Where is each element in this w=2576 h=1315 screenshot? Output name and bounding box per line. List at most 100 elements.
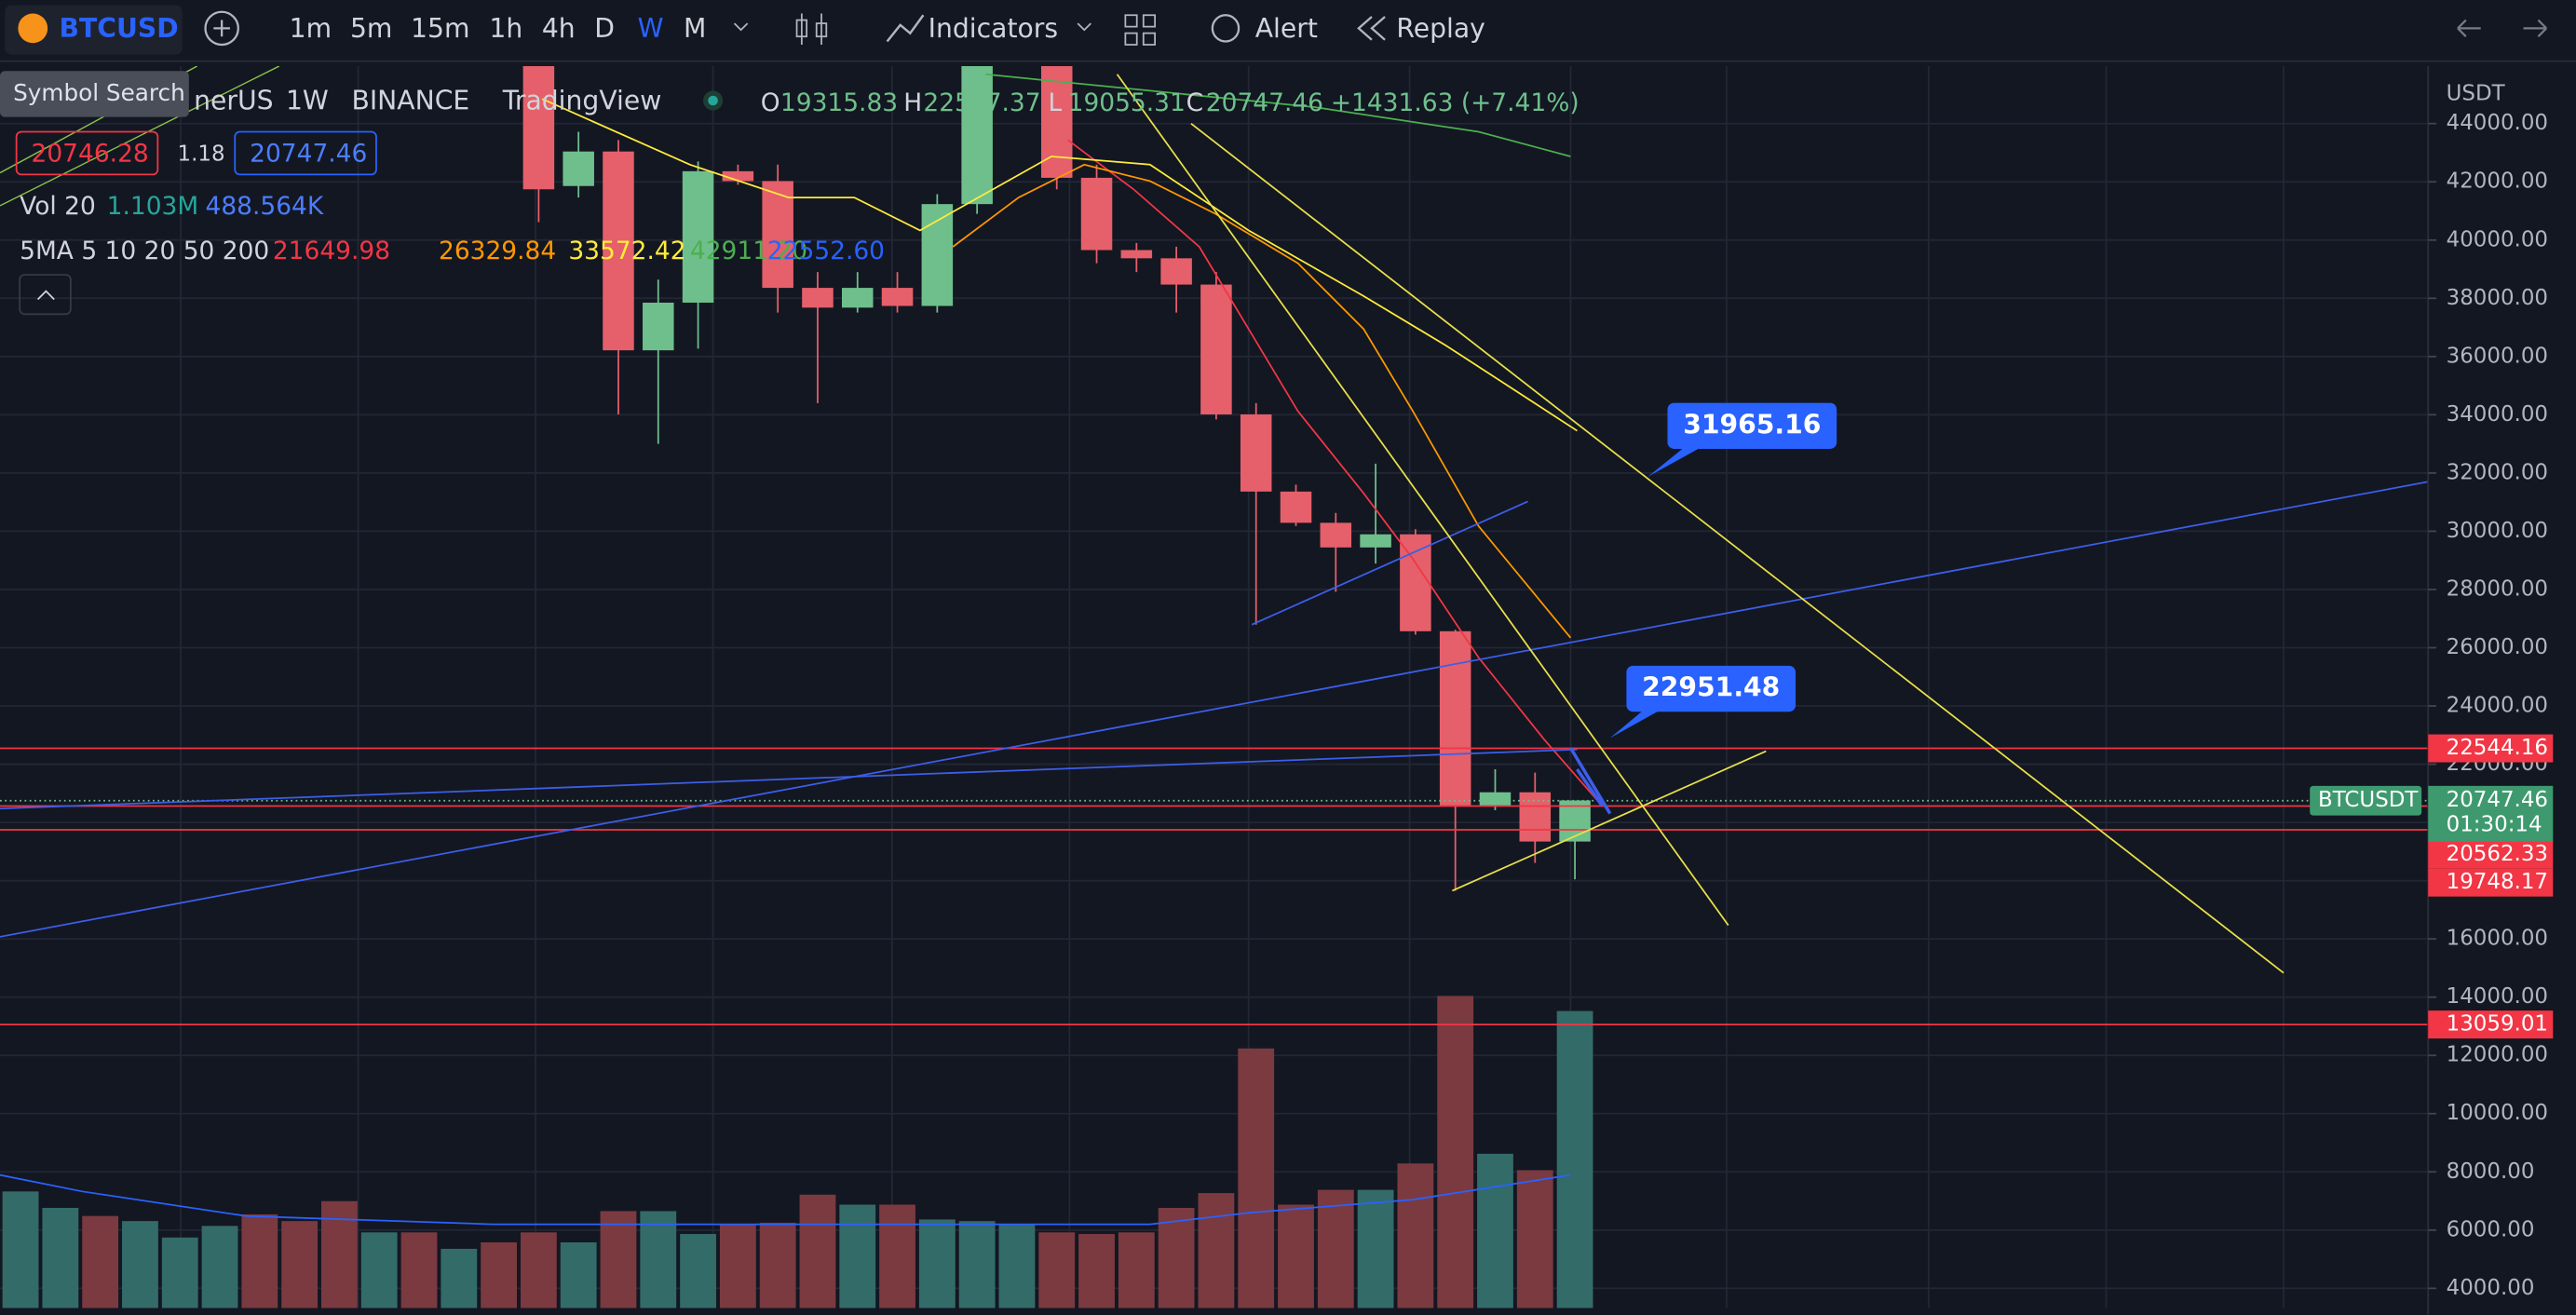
- interval[interactable]: 4h: [542, 13, 576, 44]
- legend-exchange: BINANCE: [352, 86, 470, 116]
- volume-bar: [839, 1204, 876, 1308]
- volume-bar: [1118, 1232, 1155, 1308]
- ma-value: 21649.98: [273, 237, 390, 265]
- volume-ma: 488.564K: [206, 192, 324, 221]
- indicators-button[interactable]: Indicators: [929, 13, 1058, 44]
- volume-bar: [1437, 996, 1474, 1308]
- candle-body: [1559, 800, 1591, 842]
- candle-body: [643, 302, 674, 351]
- volume-bar: [161, 1237, 198, 1308]
- volume-bar: [481, 1241, 517, 1308]
- volume-bar: [759, 1222, 796, 1308]
- add-button[interactable]: [204, 10, 239, 47]
- volume-bar: [42, 1207, 79, 1308]
- volume-bar: [122, 1221, 158, 1308]
- candle-body: [1280, 491, 1312, 523]
- toolbar-bg: [0, 0, 2576, 60]
- ma5-line: [1067, 139, 1603, 807]
- volume-bar: [1198, 1193, 1235, 1308]
- ma-value: 26329.84: [439, 237, 556, 265]
- callout-label: 31965.16: [1683, 409, 1821, 440]
- y-tick-label: 6000.00: [2447, 1217, 2535, 1241]
- plot: [0, 65, 2429, 1308]
- y-tick-label: 44000.00: [2447, 111, 2548, 135]
- indicators-icon: [886, 14, 925, 43]
- volume-value: 1.103M: [107, 192, 199, 221]
- interval-menu[interactable]: [733, 22, 749, 32]
- volume-bar: [1477, 1153, 1513, 1308]
- symbol-tag: [2310, 785, 2422, 816]
- symbol[interactable]: BTCUSD: [60, 13, 179, 44]
- collapse-button[interactable]: [19, 274, 72, 316]
- y-tick-label: 4000.00: [2447, 1276, 2535, 1300]
- chart-type-icon[interactable]: [800, 13, 822, 46]
- y-tick-label: 12000.00: [2447, 1043, 2548, 1067]
- price-tag: [2428, 734, 2554, 763]
- toolbar: BTCUSD 1m 5m 15m 1h 4h D W M Indicators Alert R…: [0, 0, 2576, 62]
- candle-body: [1160, 258, 1192, 285]
- volume-bar: [918, 1219, 956, 1308]
- candle-body: [722, 170, 754, 182]
- undo-redo[interactable]: [2457, 19, 2548, 38]
- interval[interactable]: 15m: [411, 13, 469, 44]
- bid[interactable]: 20746.28: [32, 140, 149, 169]
- volume-bar: [998, 1224, 1036, 1308]
- last-price-tag: [2428, 785, 2554, 842]
- interval[interactable]: D: [594, 13, 615, 44]
- ask[interactable]: 20747.46: [250, 140, 367, 169]
- legend-source: TradingView: [502, 86, 662, 116]
- volume-name: Vol 20: [20, 192, 96, 221]
- alert-button[interactable]: Alert: [1255, 13, 1318, 44]
- chart-type-icon-part: [795, 19, 808, 38]
- ohlc-key: C: [1186, 88, 1203, 117]
- candle-body: [563, 151, 594, 186]
- currency: USDT: [2447, 81, 2506, 105]
- candle-body: [881, 288, 914, 306]
- symbol-button[interactable]: [5, 5, 183, 55]
- trendline: [1251, 500, 1528, 626]
- callout-box[interactable]: [1626, 665, 1796, 712]
- chart-type-icon-part: [815, 22, 828, 38]
- interval[interactable]: 5m: [350, 13, 392, 44]
- ask-box[interactable]: [234, 130, 377, 176]
- interval[interactable]: 1m: [290, 13, 332, 44]
- tooltip-bg: [0, 71, 189, 117]
- legend-symbol: nerUS: [194, 86, 273, 116]
- interval[interactable]: M: [684, 13, 706, 44]
- ohlc-key: L: [1048, 88, 1062, 117]
- ma20-line: [541, 98, 1578, 432]
- tooltip: Symbol Search: [13, 79, 185, 106]
- volume-bar: [1317, 1189, 1354, 1308]
- y-tick-label: 14000.00: [2447, 984, 2548, 1009]
- candle-body: [1120, 250, 1153, 259]
- replay-icon: [1357, 16, 1386, 41]
- volume-bar: [441, 1248, 478, 1308]
- trendline: [0, 481, 2429, 938]
- volume-bar: [799, 1194, 836, 1308]
- vertical-grid: [180, 65, 2285, 1308]
- drawings: [0, 65, 2429, 1226]
- interval[interactable]: W: [638, 13, 664, 44]
- bid-box[interactable]: [15, 130, 159, 176]
- candle-body: [1240, 413, 1272, 492]
- volume-bar: [241, 1213, 278, 1308]
- templates-icon[interactable]: [1124, 14, 1156, 46]
- callout-box[interactable]: [1667, 402, 1837, 449]
- change: +1431.63 (+7.41%): [1331, 88, 1579, 117]
- volume-bar: [560, 1241, 597, 1308]
- volume-bar: [1516, 1170, 1553, 1308]
- price-tag: [2428, 840, 2554, 869]
- y-tick-label: 30000.00: [2447, 519, 2548, 543]
- interval[interactable]: 1h: [489, 13, 522, 44]
- candle-body: [841, 288, 874, 308]
- price-tag-label: 20562.33: [2447, 842, 2548, 866]
- volume-bar: [879, 1204, 915, 1308]
- replay-button[interactable]: Replay: [1396, 13, 1485, 44]
- indicators-menu[interactable]: [1077, 22, 1091, 32]
- y-tick-label: 10000.00: [2447, 1101, 2548, 1125]
- volume-bar: [281, 1221, 319, 1308]
- candle-body: [802, 288, 834, 308]
- symbol-tag-label: BTCUSDT: [2318, 788, 2419, 812]
- trendline: [0, 748, 1578, 810]
